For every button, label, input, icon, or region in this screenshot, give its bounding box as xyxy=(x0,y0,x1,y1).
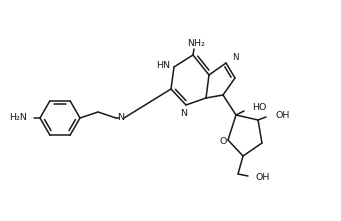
Text: HN: HN xyxy=(156,61,170,70)
Text: OH: OH xyxy=(276,110,291,120)
Text: H₂N: H₂N xyxy=(9,114,27,122)
Text: OH: OH xyxy=(256,173,270,181)
Text: N: N xyxy=(232,53,238,63)
Text: NH₂: NH₂ xyxy=(187,40,205,48)
Text: HO: HO xyxy=(252,103,266,112)
Text: N: N xyxy=(118,114,124,122)
Text: O: O xyxy=(219,137,227,145)
Text: N: N xyxy=(180,109,188,118)
